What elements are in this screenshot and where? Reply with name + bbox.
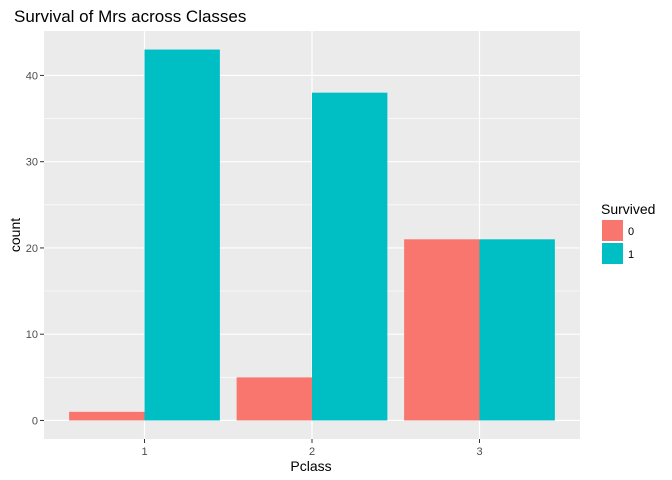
legend-title: Survived	[601, 201, 655, 217]
y-tick-label: 20	[26, 243, 38, 255]
x-tick-label: 3	[476, 446, 482, 458]
bar-series-0-class-3	[404, 239, 480, 421]
x-tick-label: 2	[309, 446, 315, 458]
legend-swatch-0	[602, 220, 623, 241]
y-axis-title: count	[7, 218, 23, 252]
x-axis: 1 2 3	[141, 439, 483, 458]
y-axis: 0 10 20 30 40	[26, 70, 44, 427]
x-tick-label: 1	[141, 446, 147, 458]
bars	[69, 49, 555, 421]
bar-series-1-class-3	[479, 239, 555, 421]
legend-swatch-1	[602, 243, 623, 264]
bar-series-1-class-2	[312, 92, 388, 421]
y-tick-label: 0	[32, 415, 38, 427]
y-tick-label: 10	[26, 329, 38, 341]
chart-title: Survival of Mrs across Classes	[14, 7, 246, 26]
x-axis-title: Pclass	[290, 458, 331, 474]
bar-series-0-class-1	[69, 411, 145, 421]
legend-label-1: 1	[628, 249, 634, 261]
y-tick-label: 40	[26, 70, 38, 82]
legend-label-0: 0	[628, 226, 634, 238]
bar-series-1-class-1	[144, 49, 220, 421]
bar-series-0-class-2	[236, 377, 312, 421]
y-tick-label: 30	[26, 157, 38, 169]
legend: Survived 0 1	[601, 201, 655, 264]
